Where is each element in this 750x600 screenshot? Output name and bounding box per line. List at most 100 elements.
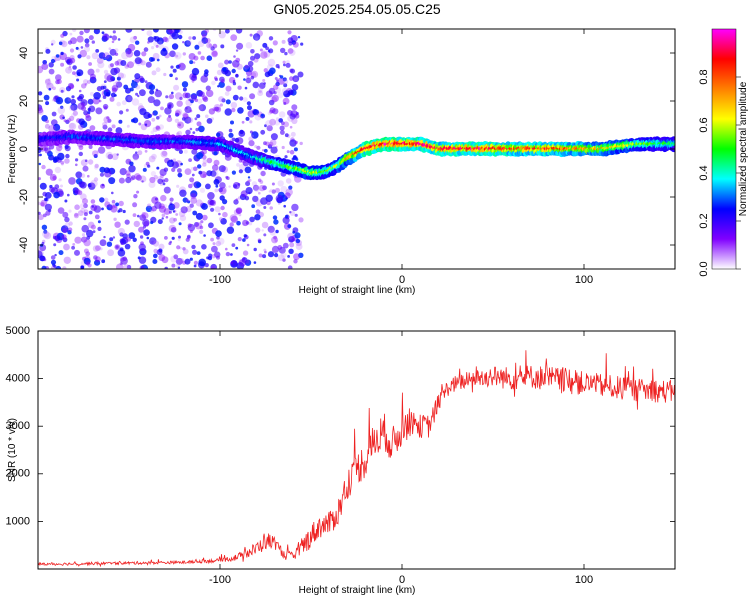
heatmap-cell xyxy=(216,69,223,76)
heatmap-cell xyxy=(72,71,76,75)
heatmap-cell xyxy=(43,232,52,240)
heatmap-cell xyxy=(263,233,267,237)
heatmap-cell xyxy=(69,57,76,64)
heatmap-cell xyxy=(196,121,202,127)
heatmap-cell xyxy=(294,140,298,145)
heatmap-cell xyxy=(94,163,99,169)
heatmap-cell xyxy=(159,168,167,176)
heatmap-cell xyxy=(83,29,90,34)
heatmap-cell xyxy=(60,225,69,233)
heatmap-cell xyxy=(153,253,158,259)
heatmap-cell xyxy=(258,184,266,192)
heatmap-cell xyxy=(231,68,236,74)
heatmap-cell xyxy=(214,76,218,80)
heatmap-cell xyxy=(283,102,287,105)
heatmap-cell xyxy=(144,120,152,128)
heatmap-cell xyxy=(158,124,164,130)
heatmap-cell xyxy=(166,116,173,123)
heatmap-cell xyxy=(236,220,241,226)
heatmap-cell xyxy=(284,133,289,138)
heatmap-cell xyxy=(277,254,285,262)
heatmap-cell xyxy=(87,68,95,76)
heatmap-cell xyxy=(87,221,95,229)
heatmap-cell xyxy=(146,30,153,37)
heatmap-cell xyxy=(249,120,253,124)
heatmap-cell xyxy=(68,177,76,185)
heatmap-cell xyxy=(115,245,119,249)
heatmap-cell xyxy=(114,60,120,66)
heatmap-cell xyxy=(171,32,179,40)
heatmap-cell xyxy=(64,158,70,164)
heatmap-cell xyxy=(189,257,193,261)
heatmap-cell xyxy=(177,266,181,269)
heatmap-cell xyxy=(275,81,280,87)
heatmap-cell xyxy=(132,117,139,124)
heatmap-cell xyxy=(282,258,286,262)
heatmap-cell xyxy=(189,203,194,208)
heatmap-cell xyxy=(225,85,232,92)
heatmap-cell xyxy=(178,149,183,154)
heatmap-cell xyxy=(282,78,289,85)
heatmap-cell xyxy=(253,247,257,252)
heatmap-cell xyxy=(156,58,160,62)
heatmap-cell xyxy=(63,256,71,264)
snr-x-label: Height of straight line (km) xyxy=(299,585,416,596)
heatmap-cell xyxy=(75,171,83,179)
heatmap-cell xyxy=(264,250,267,254)
y-tick-label: -20 xyxy=(18,189,30,205)
heatmap-cell xyxy=(282,77,287,82)
heatmap-cell xyxy=(269,206,274,210)
heatmap-cell xyxy=(249,33,253,37)
heatmap-cell xyxy=(117,38,121,41)
heatmap-cell xyxy=(257,90,264,97)
heatmap-cell xyxy=(41,265,47,269)
heatmap-cell xyxy=(80,193,87,200)
heatmap-cell xyxy=(126,264,132,269)
heatmap-cell xyxy=(259,180,264,184)
heatmap-cell xyxy=(268,36,274,41)
heatmap-cell xyxy=(60,105,64,110)
heatmap-cell xyxy=(287,224,292,229)
heatmap-cell xyxy=(293,77,298,82)
heatmap-cell xyxy=(263,148,268,153)
heatmap-cell xyxy=(228,60,232,64)
colorbar-label: Normalized spectral amplitude xyxy=(738,81,749,216)
heatmap-cell xyxy=(98,99,102,103)
heatmap-cell xyxy=(252,33,261,41)
heatmap-cell xyxy=(198,104,204,111)
heatmap-cell xyxy=(275,229,279,234)
heatmap-cell xyxy=(185,237,190,242)
heatmap-cell xyxy=(109,48,117,56)
x-tick-label: 0 xyxy=(399,274,405,286)
heatmap-cell xyxy=(177,238,181,242)
heatmap-cell xyxy=(44,123,50,129)
heatmap-cell xyxy=(52,175,57,181)
heatmap-cell xyxy=(164,177,169,183)
snr-y-label: SNR (10 * v/v) xyxy=(7,418,18,482)
heatmap-cell xyxy=(290,68,296,74)
heatmap-cell xyxy=(285,215,289,218)
heatmap-cell xyxy=(270,133,278,141)
heatmap-cell xyxy=(151,113,155,116)
heatmap-cell xyxy=(182,92,189,99)
heatmap-cell xyxy=(70,104,78,112)
heatmap-cell xyxy=(51,111,57,117)
heatmap-cell xyxy=(129,87,134,92)
heatmap-cell xyxy=(53,157,58,162)
heatmap-cell xyxy=(182,197,188,203)
heatmap-cell xyxy=(124,243,131,250)
heatmap-cell xyxy=(112,204,116,208)
heatmap-cell xyxy=(83,212,88,217)
heatmap-cell xyxy=(139,89,146,97)
heatmap-cell xyxy=(168,93,175,100)
heatmap-cell xyxy=(232,81,237,86)
heatmap-cell xyxy=(251,131,259,139)
heatmap-cell xyxy=(182,52,186,56)
heatmap-cell xyxy=(171,263,176,268)
heatmap-cell xyxy=(176,130,183,136)
heatmap-cell xyxy=(124,219,130,225)
heatmap-cell xyxy=(291,117,298,125)
heatmap-cell xyxy=(233,184,238,189)
heatmap-cell xyxy=(102,52,110,60)
heatmap-cell xyxy=(172,158,176,162)
